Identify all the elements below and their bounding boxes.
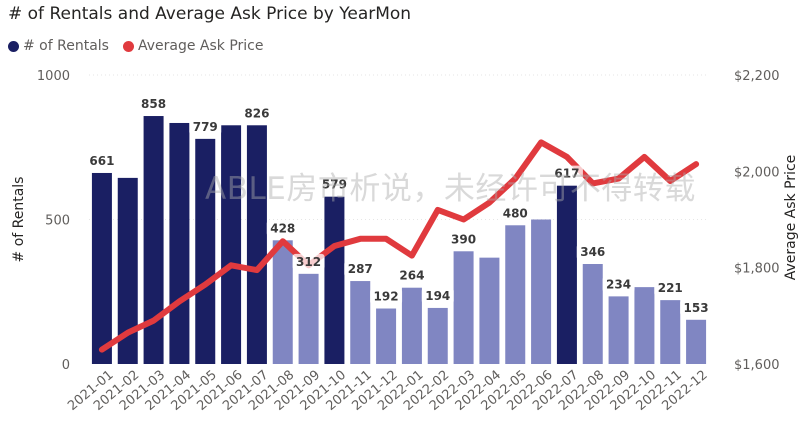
bar-data-label: 779 <box>193 120 218 134</box>
bar <box>376 308 397 364</box>
bar-data-label: 234 <box>606 277 631 291</box>
data-label-background <box>395 267 428 284</box>
bar <box>582 264 603 364</box>
bar-data-label: 826 <box>244 106 269 120</box>
bar <box>427 307 448 364</box>
legend-label-rentals: # of Rentals <box>23 38 109 54</box>
data-label-background <box>292 253 325 270</box>
bar-data-label: 428 <box>270 221 295 235</box>
data-label-background <box>576 244 609 261</box>
bar <box>660 300 681 364</box>
bar-data-label: 153 <box>684 301 709 315</box>
bar-data-label: 264 <box>399 269 424 283</box>
bar <box>479 257 500 364</box>
y-right-axis-title: Average Ask Price <box>783 155 799 281</box>
bar <box>117 177 138 364</box>
bar <box>195 138 216 364</box>
price-line <box>98 139 700 353</box>
data-label-background <box>447 231 480 248</box>
bar-data-label: 346 <box>580 245 605 259</box>
legend-marker-rentals <box>8 40 19 52</box>
bar <box>453 251 474 364</box>
data-label-background <box>370 288 403 305</box>
data-label-background <box>240 105 273 122</box>
y-right-tick-label: $1,800 <box>734 262 780 277</box>
bar-data-label: 287 <box>348 262 373 276</box>
data-label-background <box>318 176 351 193</box>
bar-data-label: 579 <box>322 178 347 192</box>
data-label-background <box>602 276 635 293</box>
bar <box>169 122 190 364</box>
y-right-tick-label: $2,200 <box>734 69 780 84</box>
bar <box>634 287 655 364</box>
legend-label-price: Average Ask Price <box>137 38 264 54</box>
bar-data-label: 617 <box>554 167 579 181</box>
y-left-axis-title: # of Rentals <box>11 177 27 263</box>
bar <box>143 116 164 365</box>
bar <box>686 319 707 364</box>
bar <box>221 125 242 364</box>
y-right-tick-label: $1,600 <box>734 358 780 373</box>
bar-data-label: 661 <box>89 154 114 168</box>
bar-data-label: 192 <box>374 290 399 304</box>
legend-item-price[interactable]: Average Ask Price <box>122 38 264 54</box>
legend: # of Rentals Average Ask Price <box>8 38 278 54</box>
bar <box>531 219 552 364</box>
data-label-background <box>266 220 299 237</box>
bar <box>91 172 112 364</box>
data-label-background <box>189 118 222 135</box>
data-label-background <box>680 299 713 316</box>
bar <box>556 185 577 364</box>
bar <box>350 281 371 364</box>
bar <box>324 196 345 364</box>
chart-title: # of Rentals and Average Ask Price by Ye… <box>8 4 412 24</box>
bar <box>272 240 293 364</box>
bar-data-label: 194 <box>425 289 450 303</box>
bar-data-label: 312 <box>296 255 321 269</box>
legend-marker-price <box>122 40 134 52</box>
bar <box>298 273 319 364</box>
bar <box>608 296 629 364</box>
data-label-background <box>421 287 454 304</box>
y-left-tick-label: 500 <box>45 214 70 229</box>
legend-item-rentals[interactable]: # of Rentals <box>8 38 109 54</box>
bar <box>246 125 267 364</box>
y-left-tick-label: 1000 <box>37 69 70 84</box>
bar <box>401 287 422 364</box>
bar-data-label: 858 <box>141 97 166 111</box>
bar-data-label: 390 <box>451 232 476 246</box>
data-label-background <box>654 280 687 297</box>
data-label-background <box>344 261 377 278</box>
bar-data-label: 480 <box>503 206 528 220</box>
y-left-tick-label: 0 <box>62 358 70 373</box>
data-label-background <box>85 152 118 169</box>
bar-data-label: 221 <box>658 281 683 295</box>
data-label-background <box>550 165 583 182</box>
y-right-tick-label: $2,000 <box>734 165 780 180</box>
watermark: ABLE房市析说，未经许可不得转载 <box>205 171 696 207</box>
bar <box>505 225 526 364</box>
data-label-background <box>499 205 532 222</box>
data-label-background <box>137 96 170 113</box>
